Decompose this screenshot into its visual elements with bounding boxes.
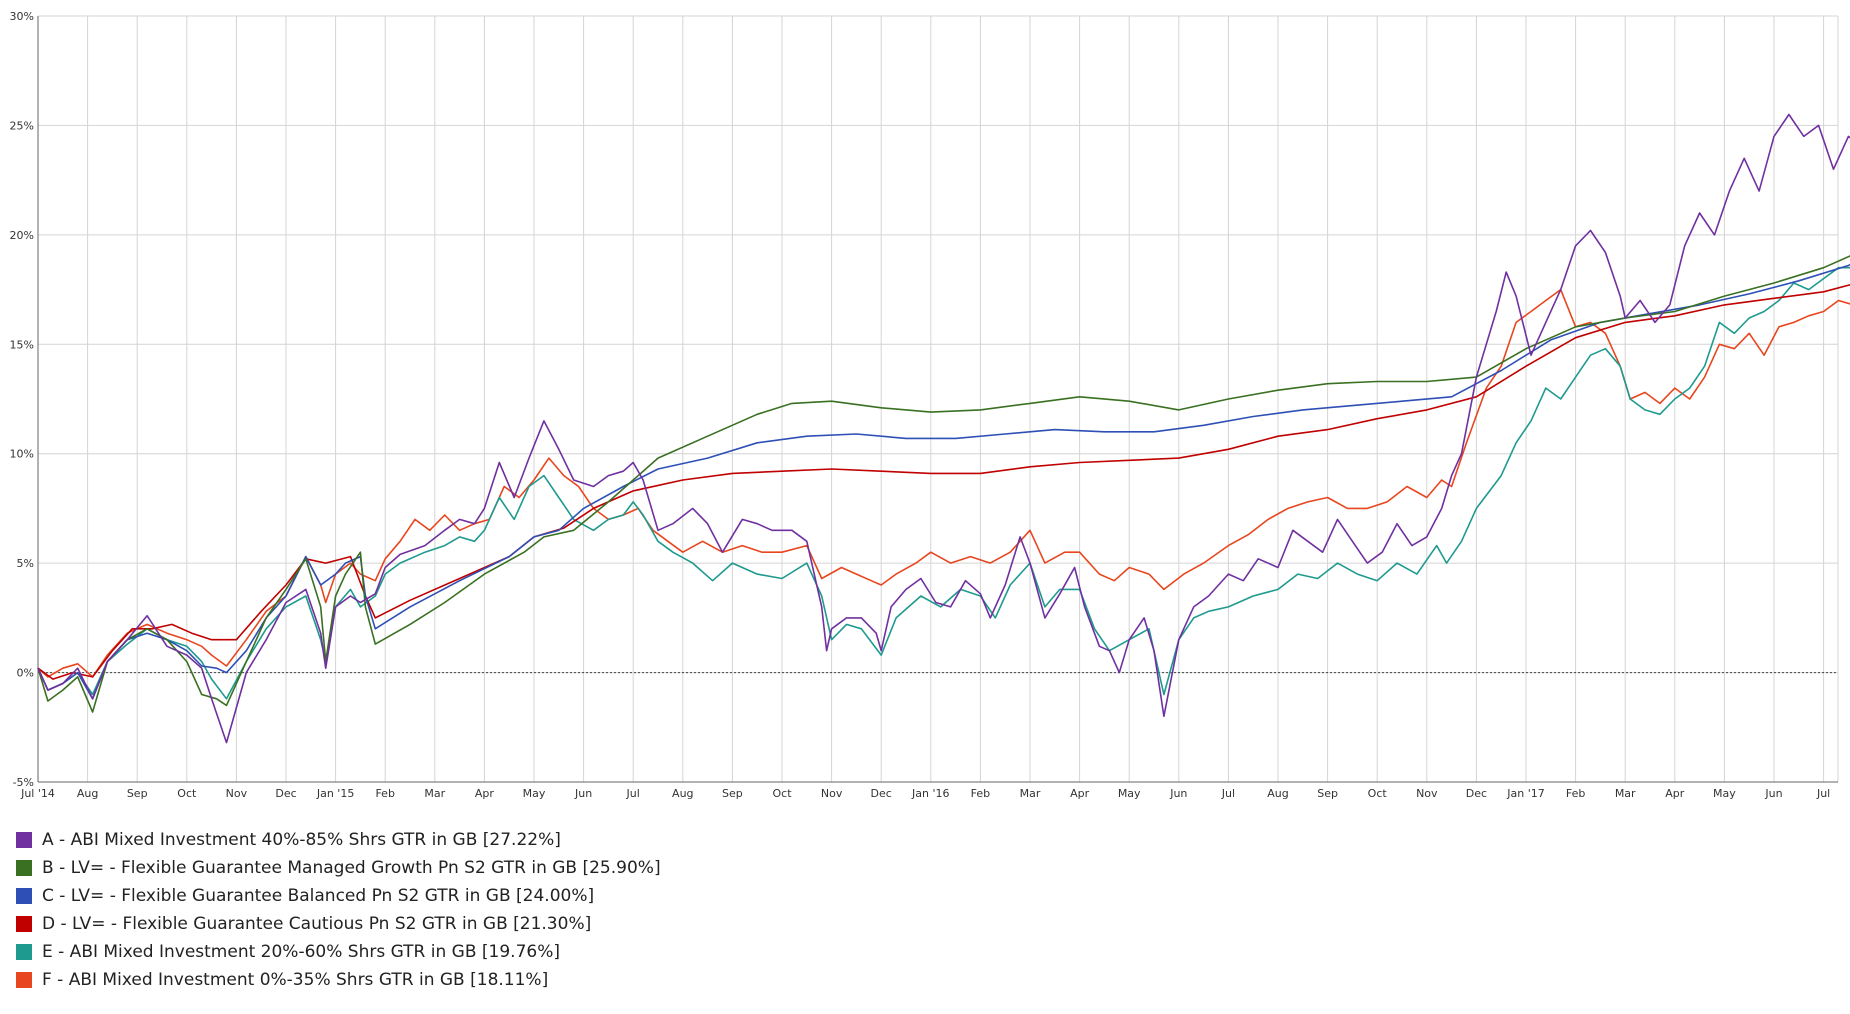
x-tick-label: Jun <box>1169 787 1187 800</box>
x-tick-label: Feb <box>375 787 394 800</box>
x-tick-label: Aug <box>672 787 693 800</box>
gridlines <box>37 15 1839 783</box>
x-tick-label: Mar <box>424 787 445 800</box>
x-tick-label: Oct <box>1368 787 1388 800</box>
x-tick-label: Jan '15 <box>316 787 354 800</box>
x-tick-label: Jun <box>1764 787 1782 800</box>
y-tick-label: 10% <box>10 448 34 461</box>
series-line-B <box>37 255 1850 713</box>
x-tick-label: Sep <box>127 787 148 800</box>
y-tick-label: 30% <box>10 10 34 23</box>
legend-item-E: E - ABI Mixed Investment 20%-60% Shrs GT… <box>16 938 661 966</box>
x-tick-label: Dec <box>1466 787 1487 800</box>
performance-line-chart: -5% 0% 5% 10% 15% 20% 25% 30% Jul '14 Aug Sep Oct N… <box>10 10 1850 800</box>
legend-label: D - LV= - Flexible Guarantee Cautious Pn… <box>42 914 592 934</box>
legend-swatch <box>16 832 32 848</box>
y-tick-label: 0% <box>17 667 34 680</box>
legend-item-F: F - ABI Mixed Investment 0%-35% Shrs GTR… <box>16 966 661 994</box>
y-tick-label: -5% <box>13 776 34 789</box>
x-tick-label: Sep <box>722 787 743 800</box>
series-line-E <box>37 266 1850 700</box>
x-tick-label: Jul <box>626 787 640 800</box>
x-tick-label: May <box>523 787 546 800</box>
legend-item-B: B - LV= - Flexible Guarantee Managed Gro… <box>16 854 661 882</box>
legend-swatch <box>16 944 32 960</box>
legend-item-D: D - LV= - Flexible Guarantee Cautious Pn… <box>16 910 661 938</box>
legend-label: C - LV= - Flexible Guarantee Balanced Pn… <box>42 886 595 906</box>
x-tick-label: Aug <box>77 787 98 800</box>
legend-swatch <box>16 916 32 932</box>
y-tick-label: 25% <box>10 119 34 132</box>
x-tick-label: Nov <box>821 787 843 800</box>
series-line-F <box>37 288 1850 678</box>
legend-swatch <box>16 972 32 988</box>
legend-item-C: C - LV= - Flexible Guarantee Balanced Pn… <box>16 882 661 910</box>
x-tick-label: Mar <box>1020 787 1041 800</box>
legend: A - ABI Mixed Investment 40%-85% Shrs GT… <box>16 826 661 994</box>
x-tick-label: Oct <box>772 787 792 800</box>
x-tick-label: Oct <box>177 787 197 800</box>
legend-label: F - ABI Mixed Investment 0%-35% Shrs GTR… <box>42 970 549 990</box>
x-tick-label: Apr <box>1665 787 1685 800</box>
legend-swatch <box>16 860 32 876</box>
legend-swatch <box>16 888 32 904</box>
x-tick-label: Dec <box>275 787 296 800</box>
x-tick-label: Apr <box>1070 787 1090 800</box>
x-tick-label: Nov <box>1416 787 1438 800</box>
x-tick-label: Nov <box>226 787 248 800</box>
x-tick-label: Feb <box>971 787 990 800</box>
x-tick-label: May <box>1118 787 1141 800</box>
x-tick-label: Apr <box>475 787 495 800</box>
y-tick-label: 15% <box>10 338 34 351</box>
x-tick-label: Jul <box>1221 787 1235 800</box>
x-tick-label: Dec <box>871 787 892 800</box>
x-tick-label: Sep <box>1317 787 1338 800</box>
series-line-D <box>37 283 1850 680</box>
legend-label: B - LV= - Flexible Guarantee Managed Gro… <box>42 858 661 878</box>
legend-label: E - ABI Mixed Investment 20%-60% Shrs GT… <box>42 942 560 962</box>
x-tick-label: Feb <box>1566 787 1585 800</box>
y-tick-label: 20% <box>10 229 34 242</box>
x-tick-label: Jan '16 <box>911 787 949 800</box>
x-tick-label: Jun <box>574 787 592 800</box>
series-line-C <box>37 263 1850 700</box>
x-tick-label: Mar <box>1615 787 1636 800</box>
legend-item-A: A - ABI Mixed Investment 40%-85% Shrs GT… <box>16 826 661 854</box>
y-axis-ticks: -5% 0% 5% 10% 15% 20% 25% 30% <box>10 10 34 789</box>
x-tick-label: Jul '14 <box>20 787 55 800</box>
x-tick-label: May <box>1713 787 1736 800</box>
x-tick-label: Aug <box>1267 787 1288 800</box>
series-line-A <box>37 113 1850 744</box>
y-tick-label: 5% <box>17 557 34 570</box>
legend-label: A - ABI Mixed Investment 40%-85% Shrs GT… <box>42 830 561 850</box>
x-tick-label: Jan '17 <box>1506 787 1544 800</box>
x-tick-label: Jul <box>1816 787 1830 800</box>
series-lines <box>37 113 1850 744</box>
x-axis-ticks: Jul '14 Aug Sep Oct Nov Dec Jan '15 Feb Mar Apr Ma… <box>20 787 1830 800</box>
